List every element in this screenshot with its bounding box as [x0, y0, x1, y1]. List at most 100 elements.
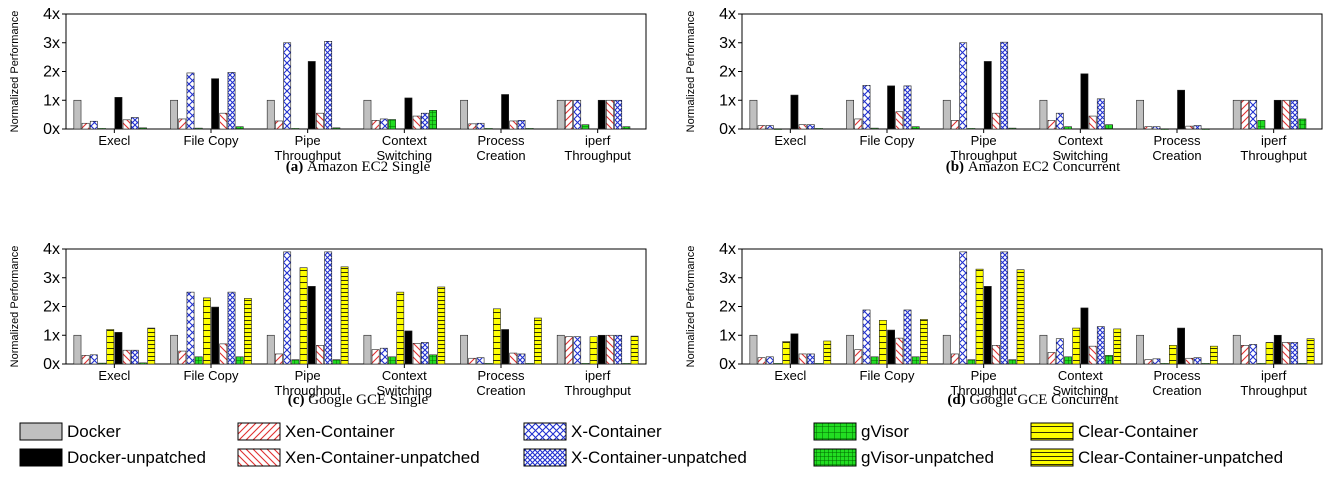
bar-x	[379, 118, 388, 130]
bar-x_u	[324, 251, 333, 365]
panel-c: 0x 1x 2x 3x 4x Normalized Performance Execl Fil…	[9, 241, 647, 408]
category-label: Execl	[774, 133, 806, 148]
bar-docker	[556, 99, 565, 130]
bar-x_u	[1000, 251, 1009, 365]
bar-x_u	[1193, 125, 1202, 130]
bar-xen_u	[895, 111, 904, 130]
bar-docker_u	[790, 94, 799, 130]
bar-xen_u	[1088, 345, 1097, 365]
bar-clear	[299, 267, 308, 365]
bar-docker	[73, 99, 82, 130]
bar-clear_u	[244, 298, 252, 365]
bar-docker_u	[1080, 73, 1089, 130]
bar-clear_u	[533, 317, 542, 365]
bar-docker	[846, 334, 854, 365]
legend-swatch	[1030, 422, 1074, 441]
y-tick-label: 2x	[719, 64, 736, 81]
bar-x	[862, 309, 871, 365]
bar-x_u	[1193, 357, 1202, 365]
bar-gvisor_u	[332, 359, 341, 365]
bar-gvisor_u	[1105, 124, 1113, 130]
bar-xen_u	[122, 119, 131, 130]
bar-xen	[951, 120, 959, 130]
bar-xen	[1241, 99, 1249, 130]
bar-clear_u	[147, 327, 156, 365]
y-axis-label: Normalized Performance	[685, 246, 697, 368]
bar-clear	[396, 291, 405, 365]
y-tick-label: 3x	[719, 35, 736, 52]
bar-x	[283, 251, 292, 365]
bar-gvisor	[967, 359, 976, 365]
bar-docker_u	[790, 333, 799, 365]
bar-xen_u	[798, 124, 807, 130]
category-label: File Copy	[184, 368, 239, 383]
bar-x	[959, 42, 968, 130]
bar-gvisor	[1064, 126, 1072, 130]
y-tick-label: 0x	[719, 121, 736, 138]
bar-gvisor_u	[525, 128, 534, 130]
category-label: Context Switching	[377, 368, 433, 398]
bar-x	[765, 356, 774, 365]
bar-xen	[757, 357, 766, 365]
bar-xen_u	[412, 115, 421, 130]
bar-x	[283, 42, 292, 130]
category-label: Process Creation	[476, 133, 525, 163]
panel-caption: (b) Amazon EC2 Concurrent	[946, 159, 1121, 175]
bar-gvisor_u	[1201, 128, 1210, 130]
bar-x	[476, 122, 485, 130]
bar-docker_u	[597, 334, 606, 365]
bar-clear	[589, 336, 598, 365]
category-label: Context Switching	[1053, 368, 1109, 398]
bar-docker_u	[307, 61, 316, 130]
bar-x_u	[227, 72, 236, 130]
bar-docker	[556, 334, 565, 365]
bar-docker	[266, 334, 275, 365]
bar-clear_u	[1113, 328, 1122, 365]
y-tick-label: 1x	[719, 327, 736, 344]
bar-x_u	[324, 41, 333, 130]
bar-x_u	[1096, 98, 1105, 130]
legend-item-docker_u: Docker-unpatched	[19, 448, 206, 467]
legend-swatch	[1030, 448, 1074, 467]
bar-x	[1249, 99, 1258, 130]
bar-gvisor_u	[1298, 363, 1307, 365]
legend-label: Docker	[67, 422, 121, 441]
bar-clear	[878, 319, 887, 365]
bar-docker_u	[501, 329, 509, 365]
panel-caption: (a) Amazon EC2 Single	[286, 159, 431, 175]
bar-xen_u	[316, 112, 324, 130]
bar-clear_u	[340, 266, 349, 365]
bar-xen	[275, 353, 283, 365]
legend-label: gVisor-unpatched	[861, 448, 994, 467]
legend-item-clear_u: Clear-Container-unpatched	[1030, 448, 1283, 467]
bar-gvisor_u	[1105, 355, 1113, 365]
bar-xen_u	[412, 342, 421, 365]
bar-docker	[1039, 99, 1048, 130]
bar-xen	[468, 357, 477, 365]
bar-gvisor	[870, 127, 879, 130]
bar-docker_u	[1273, 99, 1282, 130]
panel-caption: (c) Google GCE Single	[288, 392, 429, 408]
bar-x	[186, 72, 195, 130]
legend-label: Xen-Container	[285, 422, 395, 441]
legend-label: Docker-unpatched	[67, 448, 206, 467]
bar-xen	[565, 336, 573, 365]
legend-label: X-Container-unpatched	[571, 448, 747, 467]
bar-clear_u	[823, 340, 832, 365]
legend-item-x_u: X-Container-unpatched	[523, 448, 747, 467]
bar-x_u	[517, 353, 526, 365]
bar-docker_u	[114, 97, 123, 130]
bar-x_u	[903, 309, 912, 365]
bar-docker_u	[307, 286, 316, 365]
y-tick-label: 0x	[719, 356, 736, 373]
bar-docker	[170, 99, 178, 130]
bar-gvisor	[870, 356, 879, 365]
bar-clear_u	[1210, 345, 1218, 365]
bar-docker	[1039, 334, 1048, 365]
bar-gvisor	[388, 356, 396, 365]
bar-x	[89, 120, 98, 130]
category-label: Execl	[98, 133, 130, 148]
bar-xen_u	[992, 112, 1000, 130]
bar-clear_u	[437, 286, 446, 365]
legend-item-xen_u: Xen-Container-unpatched	[237, 448, 480, 467]
